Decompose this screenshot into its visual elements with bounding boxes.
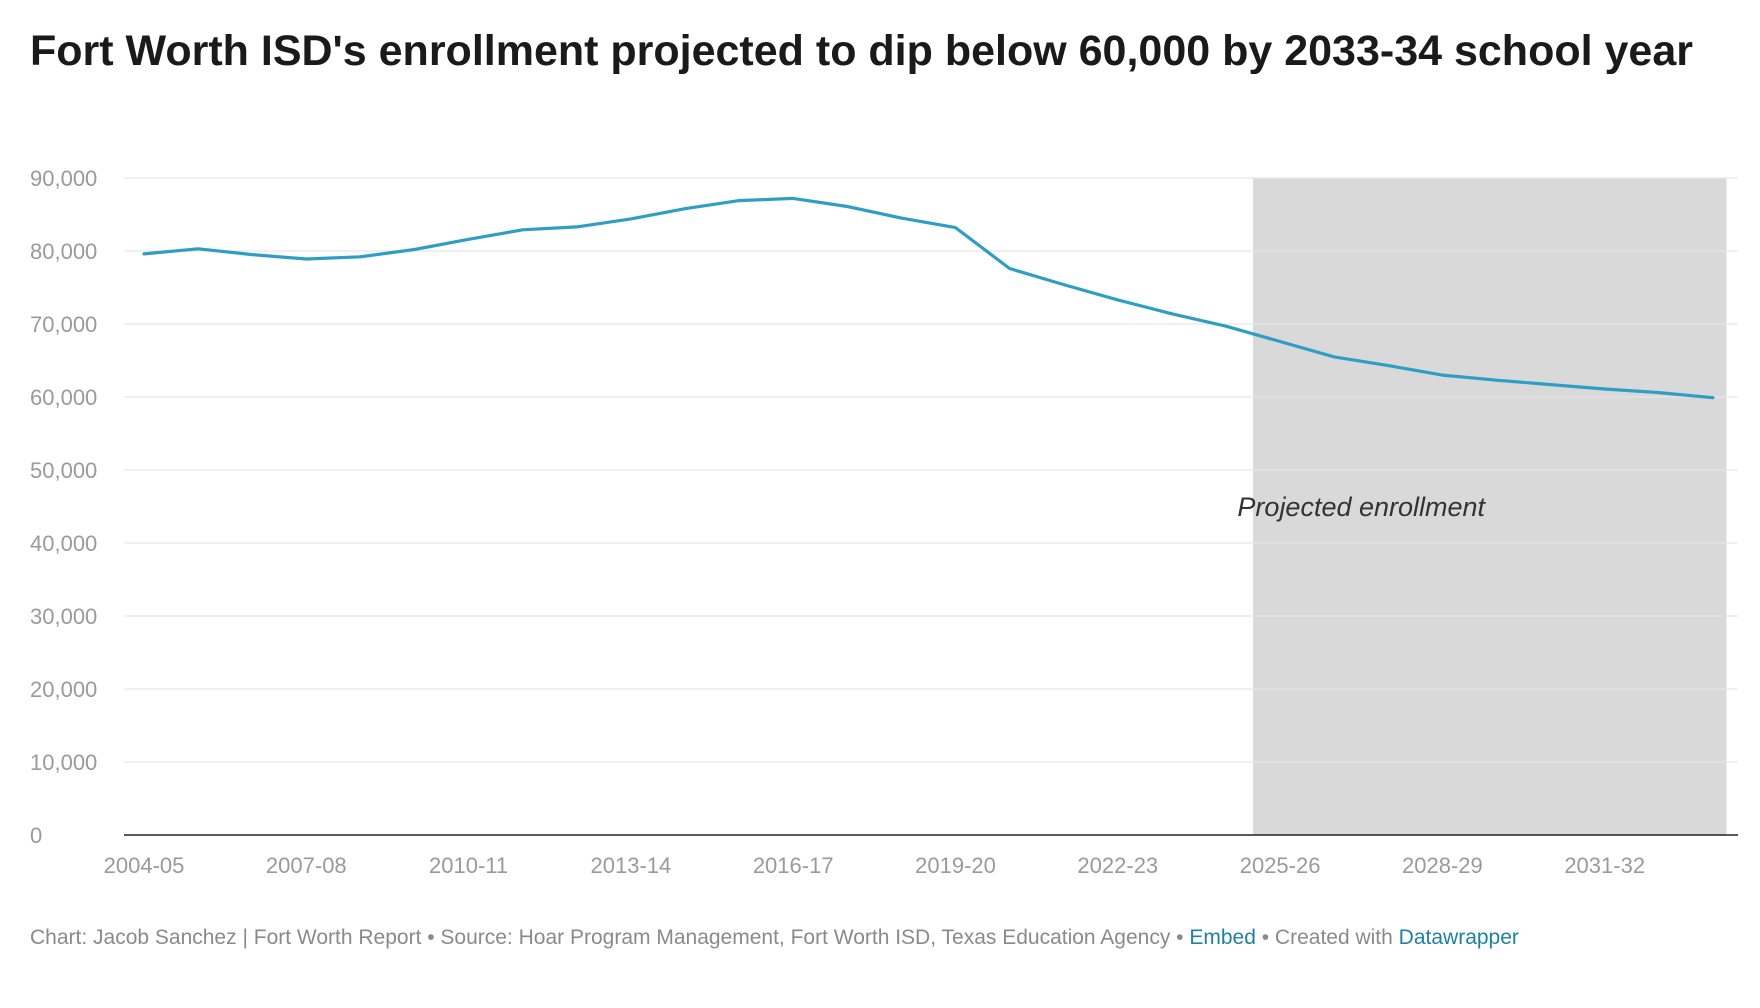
enrollment-point <box>845 204 849 208</box>
x-tick-label: 2028-29 <box>1402 853 1483 878</box>
enrollment-point <box>358 255 362 259</box>
y-tick-label: 50,000 <box>30 458 97 483</box>
enrollment-point <box>196 247 200 251</box>
enrollment-point <box>1711 396 1715 400</box>
x-tick-label: 2013-14 <box>591 853 672 878</box>
enrollment-point <box>1170 312 1174 316</box>
enrollment-point <box>791 196 795 200</box>
enrollment-point <box>1224 324 1228 328</box>
enrollment-point <box>1603 387 1607 391</box>
enrollment-point <box>683 207 687 211</box>
y-tick-label: 0 <box>30 823 42 848</box>
datawrapper-link[interactable]: Datawrapper <box>1398 926 1519 949</box>
projected-region <box>1253 178 1727 835</box>
enrollment-point <box>629 217 633 221</box>
enrollment-point <box>954 226 958 230</box>
y-tick-label: 40,000 <box>30 531 97 556</box>
enrollment-point <box>737 199 741 203</box>
y-tick-label: 20,000 <box>30 677 97 702</box>
y-tick-label: 10,000 <box>30 750 97 775</box>
chart-footer: Chart: Jacob Sanchez | Fort Worth Report… <box>30 926 1519 950</box>
enrollment-point <box>304 257 308 261</box>
enrollment-point <box>1332 355 1336 359</box>
enrollment-point <box>1440 373 1444 377</box>
enrollment-line <box>142 196 1715 400</box>
enrollment-point <box>142 252 146 256</box>
enrollment-point <box>899 216 903 220</box>
enrollment-point <box>521 228 525 232</box>
x-tick-label: 2025-26 <box>1240 853 1321 878</box>
y-tick-label: 90,000 <box>30 166 97 191</box>
embed-link[interactable]: Embed <box>1189 926 1256 949</box>
x-tick-label: 2016-17 <box>753 853 834 878</box>
x-tick-label: 2022-23 <box>1077 853 1158 878</box>
enrollment-point <box>1278 340 1282 344</box>
y-tick-label: 70,000 <box>30 312 97 337</box>
enrollment-point <box>413 248 417 252</box>
y-tick-label: 30,000 <box>30 604 97 629</box>
enrollment-point <box>467 237 471 241</box>
enrollment-point <box>250 253 254 257</box>
x-tick-label: 2019-20 <box>915 853 996 878</box>
enrollment-point <box>1495 378 1499 382</box>
enrollment-point <box>1549 383 1553 387</box>
enrollment-point <box>1116 298 1120 302</box>
enrollment-point <box>1386 364 1390 368</box>
x-tick-label: 2004-05 <box>104 853 185 878</box>
enrollment-point <box>1008 267 1012 271</box>
x-tick-label: 2010-11 <box>429 853 508 878</box>
projected-region-label: Projected enrollment <box>1237 492 1486 522</box>
enrollment-point <box>1062 283 1066 287</box>
enrollment-point <box>1657 391 1661 395</box>
y-tick-label: 80,000 <box>30 239 97 264</box>
x-tick-label: 2007-08 <box>266 853 347 878</box>
x-tick-label: 2031-32 <box>1564 853 1645 878</box>
credit-source-text: Chart: Jacob Sanchez | Fort Worth Report… <box>30 926 1184 949</box>
created-with-text: • Created with <box>1261 926 1393 949</box>
chart-title: Fort Worth ISD's enrollment projected to… <box>30 27 1693 75</box>
y-tick-label: 60,000 <box>30 385 97 410</box>
enrollment-point <box>575 225 579 229</box>
